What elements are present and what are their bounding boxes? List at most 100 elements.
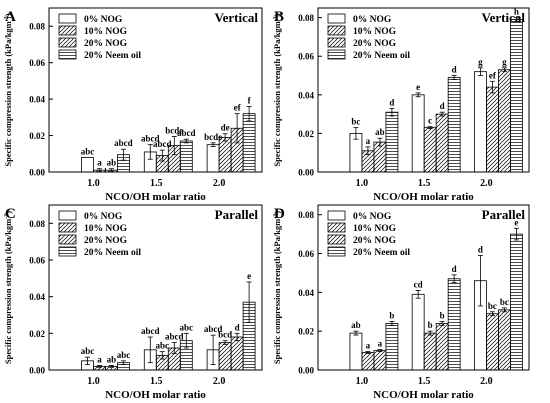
legend-label: 0% NOG [84,15,123,25]
significance-letter: bcde [165,125,183,135]
significance-letter: a [97,158,102,168]
x-axis-label: NCO/OH molar ratio [373,191,474,203]
significance-letter: ab [107,158,117,168]
y-tick-label: 0.00 [29,366,45,376]
y-axis-label: Specific compression strength (kPa/kgm-3… [3,13,13,166]
significance-letter: abc [117,350,131,360]
significance-letter: c [428,116,432,126]
y-axis-label: Specific compression strength (kPa/kgm-3… [3,211,13,364]
y-tick-label: 0.06 [298,249,314,259]
legend-label: 20% NOG [84,39,128,49]
significance-letter: ab [351,320,361,330]
legend-swatch [327,210,346,221]
y-axis-label: Specific compression strength (kPa/kgm-3… [272,13,282,166]
significance-letter: bc [351,117,360,127]
bar-10-nog [486,313,499,371]
legend-swatch [327,246,346,257]
legend-label: 20% NOG [84,236,128,246]
bar-20-neem-oil [510,233,523,371]
y-tick-label: 0.04 [298,90,314,100]
significance-letter: bc [500,297,509,307]
x-tick-label: 1.5 [150,178,163,189]
x-axis-label: NCO/OH molar ratio [373,389,474,401]
significance-letter: h [514,7,519,17]
bar-20-nog [373,350,387,371]
legend-label: 10% NOG [353,27,397,37]
significance-letter: bcde [204,132,222,142]
legend-swatch [58,37,77,48]
significance-letter: ab [375,127,385,137]
panel-letter: C [5,206,16,222]
legend-label: 10% NOG [353,224,397,234]
significance-letter: abcd [141,326,160,336]
legend-label: 20% Neem oil [353,51,410,61]
bar-20-neem-oil [510,19,523,173]
y-tick-label: 0.06 [29,256,45,266]
legend-swatch [327,234,346,245]
x-tick-label: 1.5 [418,376,431,387]
bar-10-nog [423,332,437,371]
panel-letter: D [274,206,285,222]
legend-swatch [58,246,77,257]
y-tick-label: 0.02 [298,327,314,337]
y-tick-label: 0.08 [29,219,45,229]
panel-title: Vertical [481,10,525,25]
bar-20-neem-oil [385,111,399,173]
significance-letter: ef [234,103,242,113]
legend-swatch [58,25,77,36]
plot-frame [48,7,263,173]
x-tick-label: 1.0 [87,178,100,189]
legend-label: 20% Neem oil [84,248,141,258]
x-tick-label: 1.5 [418,178,431,189]
x-axis-label: NCO/OH molar ratio [105,389,206,401]
legend-swatch [58,49,77,60]
plot-frame [317,7,530,173]
legend-swatch [327,25,346,36]
y-tick-label: 0.06 [29,58,45,68]
bar-0-nog [411,293,425,371]
significance-letter: abc [180,322,194,332]
significance-letter: abc [156,341,170,351]
significance-letter: d [452,264,457,274]
significance-letter: g [478,57,483,67]
x-tick-label: 1.0 [356,178,369,189]
significance-letter: abcd [114,138,133,148]
legend-swatch [327,49,346,60]
significance-letter: abc [81,346,95,356]
x-tick-label: 2.0 [213,178,226,189]
significance-letter: cd [414,279,423,289]
panel-title: Parallel [482,207,526,222]
plot-frame [48,204,263,371]
y-tick-label: 0.00 [298,168,314,178]
legend-swatch [58,210,77,221]
x-axis-label: NCO/OH molar ratio [105,191,206,203]
legend-label: 20% NOG [353,39,397,49]
y-tick-label: 0.08 [29,22,45,32]
significance-letter: f [248,95,252,105]
significance-letter: bcd [218,330,232,340]
significance-letter: e [247,271,251,281]
panel-title: Vertical [214,10,258,25]
significance-letter: e [514,217,518,227]
bar-20-neem-oil [385,323,399,371]
legend-swatch [58,13,77,24]
panel-title: Parallel [215,207,259,222]
y-tick-label: 0.02 [298,129,314,139]
panel-B: 0.000.020.040.060.081.0bcaabd1.5ecdd2.0g… [272,7,530,203]
significance-letter: d [478,244,483,254]
y-tick-label: 0.02 [29,329,45,339]
legend-label: 0% NOG [353,15,392,25]
significance-letter: d [452,65,457,75]
significance-letter: b [428,320,433,330]
bar-20-neem-oil [242,113,256,173]
panel-letter: B [274,9,284,25]
x-tick-label: 1.0 [87,376,100,387]
significance-letter: d [440,101,445,111]
bar-20-neem-oil [179,140,193,173]
bar-0-nog [411,94,425,173]
bar-0-nog [474,71,487,173]
significance-letter: d [235,322,240,332]
